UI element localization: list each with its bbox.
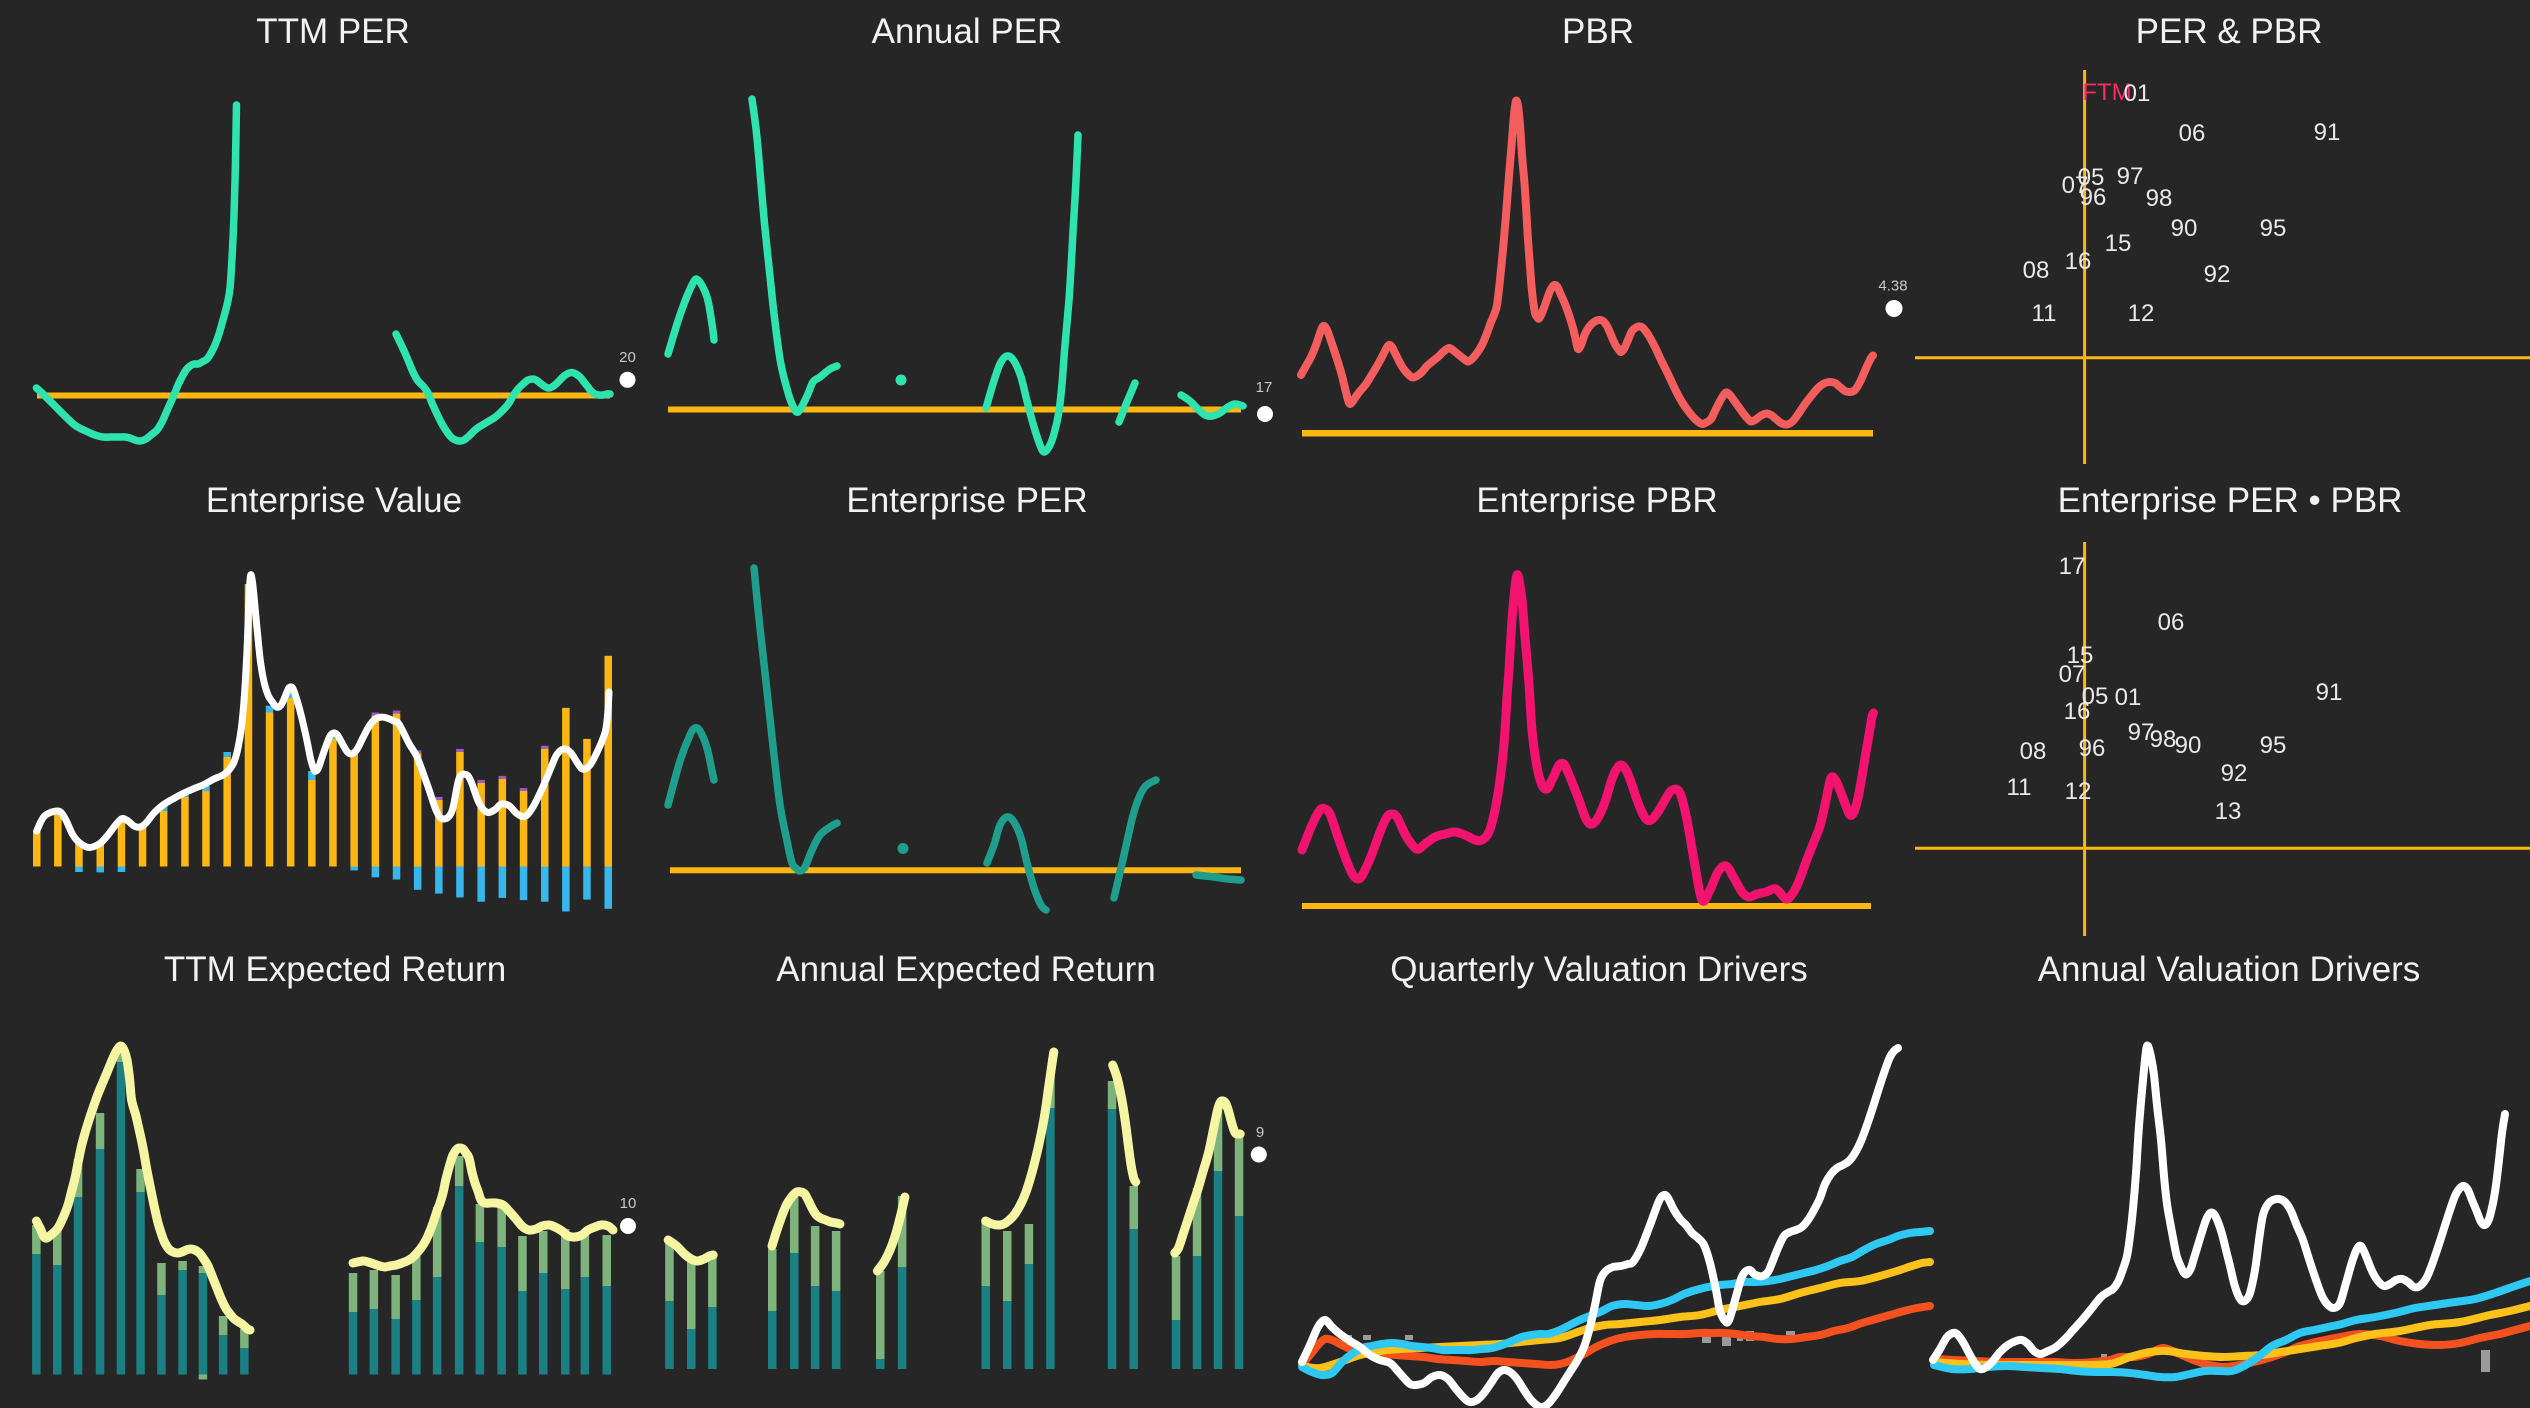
svg-text:97: 97: [2117, 163, 2144, 190]
svg-text:Enterprise PER: Enterprise PER: [846, 481, 1087, 520]
svg-text:Quarterly Valuation Drivers: Quarterly Valuation Drivers: [1390, 950, 1808, 989]
svg-text:11: 11: [2007, 774, 2032, 801]
svg-text:Enterprise Value: Enterprise Value: [206, 481, 462, 520]
svg-text:90: 90: [2175, 732, 2202, 759]
svg-text:17: 17: [2059, 553, 2086, 580]
svg-text:12: 12: [2065, 778, 2092, 805]
svg-text:05: 05: [2078, 164, 2105, 191]
svg-text:05: 05: [2082, 683, 2109, 710]
svg-text:07: 07: [2059, 661, 2086, 688]
svg-text:90: 90: [2171, 215, 2198, 242]
svg-text:91: 91: [2316, 679, 2343, 706]
svg-text:15: 15: [2067, 642, 2094, 669]
svg-text:96: 96: [2079, 735, 2106, 762]
svg-text:Enterprise PER • PBR: Enterprise PER • PBR: [2058, 481, 2403, 520]
svg-text:96: 96: [2080, 184, 2107, 211]
svg-text:06: 06: [2158, 609, 2185, 636]
svg-text:91: 91: [2314, 119, 2341, 146]
svg-text:95: 95: [2260, 732, 2287, 759]
svg-text:01: 01: [2115, 684, 2142, 711]
svg-text:07: 07: [2062, 172, 2089, 199]
svg-text:20: 20: [619, 349, 636, 366]
svg-text:16: 16: [2065, 248, 2092, 275]
svg-text:4.38: 4.38: [1878, 278, 1907, 295]
svg-text:PER & PBR: PER & PBR: [2136, 12, 2323, 51]
svg-text:17: 17: [1256, 379, 1273, 396]
svg-text:11: 11: [2032, 300, 2057, 327]
svg-text:Annual Valuation Drivers: Annual Valuation Drivers: [2038, 950, 2421, 989]
svg-text:92: 92: [2221, 760, 2248, 787]
svg-text:97: 97: [2128, 719, 2155, 746]
svg-text:TTM PER: TTM PER: [256, 12, 410, 51]
svg-text:12: 12: [2128, 300, 2155, 327]
svg-text:PBR: PBR: [1562, 12, 1634, 51]
svg-text:16: 16: [2064, 698, 2091, 725]
svg-text:TTM Expected Return: TTM Expected Return: [164, 950, 506, 989]
svg-text:Annual Expected Return: Annual Expected Return: [776, 950, 1155, 989]
svg-text:9: 9: [1256, 1124, 1264, 1141]
svg-text:92: 92: [2204, 261, 2231, 288]
svg-text:95: 95: [2260, 215, 2287, 242]
svg-text:Annual PER: Annual PER: [872, 12, 1063, 51]
svg-text:98: 98: [2146, 185, 2173, 212]
svg-text:98: 98: [2150, 726, 2177, 753]
svg-text:08: 08: [2020, 738, 2047, 765]
svg-text:10: 10: [620, 1195, 637, 1212]
svg-text:08: 08: [2023, 257, 2050, 284]
svg-text:06: 06: [2179, 120, 2206, 147]
svg-text:01: 01: [2124, 80, 2151, 107]
svg-text:15: 15: [2105, 230, 2132, 257]
svg-text:FTM: FTM: [2082, 79, 2131, 106]
svg-text:13: 13: [2215, 798, 2242, 825]
svg-text:Enterprise PBR: Enterprise PBR: [1476, 481, 1717, 520]
